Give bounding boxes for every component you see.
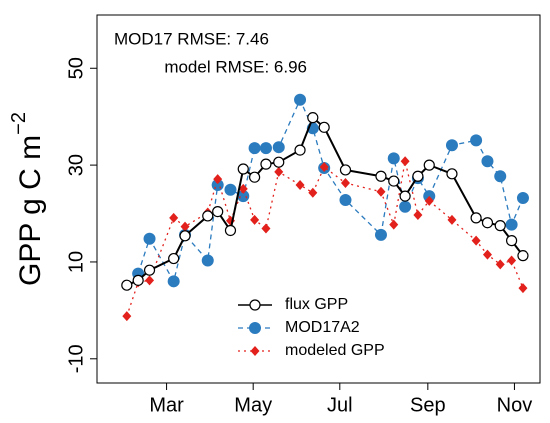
point — [445, 139, 458, 152]
point — [375, 170, 387, 182]
x-tick-label: May — [234, 394, 272, 416]
point — [307, 112, 319, 124]
point — [339, 193, 352, 206]
point — [202, 210, 214, 222]
legend-label: modeled GPP — [285, 342, 385, 359]
x-tick-label: Mar — [149, 394, 184, 416]
y-tick-label-group: 30 — [65, 154, 87, 176]
point — [224, 183, 237, 196]
point — [340, 178, 350, 189]
series-line — [137, 98, 524, 284]
point — [295, 179, 305, 190]
point — [494, 220, 506, 232]
annotation: MOD17 RMSE: 7.46 — [114, 29, 269, 48]
point — [250, 214, 260, 225]
legend-label: MOD17A2 — [285, 319, 360, 336]
point — [481, 217, 494, 229]
point — [145, 275, 155, 286]
point — [248, 142, 261, 155]
point — [376, 186, 386, 197]
legend-marker — [250, 346, 260, 356]
point — [319, 162, 329, 173]
point — [272, 141, 285, 154]
legend-label: flux GPP — [285, 296, 348, 313]
y-tick-label-group: 50 — [65, 57, 87, 79]
y-tick-label: 10 — [65, 251, 87, 273]
point — [471, 235, 481, 246]
y-tick-label: -10 — [65, 344, 87, 373]
point — [339, 164, 352, 176]
point — [482, 249, 492, 260]
x-tick-label: Jul — [327, 394, 353, 416]
point — [179, 230, 191, 242]
point — [237, 190, 250, 203]
point — [446, 168, 458, 180]
point — [447, 214, 457, 225]
point — [388, 175, 400, 187]
legend: flux GPP MOD17A2 modeled GPP — [238, 296, 385, 359]
point — [318, 121, 330, 133]
point — [516, 192, 529, 205]
point — [507, 255, 517, 266]
y-axis-label: GPP g C m−2 — [8, 112, 47, 286]
point — [387, 152, 400, 165]
point — [506, 235, 518, 247]
legend-marker — [249, 322, 261, 334]
point — [259, 142, 272, 155]
point — [423, 159, 435, 171]
y-tick-label: 50 — [65, 57, 87, 79]
point — [143, 264, 156, 276]
x-tick-label: Nov — [497, 394, 533, 416]
point — [273, 156, 285, 168]
y-tick-label-group: 10 — [65, 251, 87, 273]
point — [261, 223, 271, 234]
point — [308, 187, 318, 198]
point — [470, 212, 482, 224]
point — [470, 134, 483, 147]
point — [260, 158, 272, 170]
point — [213, 174, 223, 185]
x-tick-label: Sep — [410, 394, 446, 416]
point — [201, 254, 214, 267]
point — [399, 190, 411, 202]
point — [249, 171, 261, 183]
point — [400, 156, 410, 167]
point — [121, 279, 133, 291]
point — [274, 166, 284, 177]
point — [481, 155, 494, 168]
point — [294, 93, 307, 106]
point — [122, 311, 132, 322]
point — [389, 219, 399, 230]
y-tick-label: 30 — [65, 154, 87, 176]
legend-marker — [249, 299, 261, 311]
y-axis-label-text: GPP g C m−2 — [8, 112, 47, 286]
point — [224, 224, 237, 237]
point — [212, 205, 224, 218]
point — [294, 144, 306, 156]
point — [168, 252, 180, 265]
point — [505, 218, 518, 231]
y-axis-label-main: GPP g C m — [14, 135, 47, 286]
annotation: model RMSE: 6.96 — [164, 57, 307, 76]
y-axis-label-exponent: −2 — [8, 112, 30, 135]
point — [413, 209, 423, 220]
point — [399, 200, 412, 213]
y-tick-label-group: -10 — [65, 344, 87, 373]
plot-frame — [96, 14, 541, 384]
point — [169, 212, 179, 223]
point — [238, 183, 248, 194]
point — [132, 274, 144, 286]
point — [495, 259, 505, 270]
point — [237, 163, 249, 175]
point — [143, 232, 156, 245]
point — [494, 170, 507, 183]
point — [517, 250, 529, 262]
point — [374, 228, 387, 241]
point — [518, 283, 528, 294]
point — [412, 170, 424, 182]
point — [167, 275, 180, 288]
point — [424, 195, 434, 206]
point — [180, 221, 190, 232]
